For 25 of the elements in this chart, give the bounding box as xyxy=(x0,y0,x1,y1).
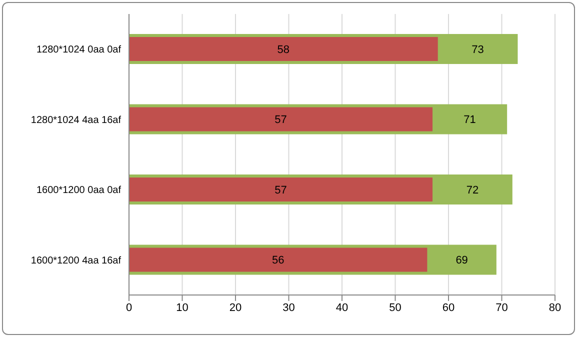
y-tick-label: 1280*1024 0aa 0af xyxy=(36,44,122,56)
y-tick-label: 1600*1200 0aa 0af xyxy=(36,185,122,196)
x-tick-label: 20 xyxy=(229,302,242,314)
data-label: 57 xyxy=(274,114,287,126)
bar xyxy=(129,107,433,132)
x-tick-label: 10 xyxy=(176,302,188,314)
data-label: 57 xyxy=(274,184,287,196)
x-tick-label: 70 xyxy=(496,302,508,314)
x-tick-label: 60 xyxy=(442,302,455,314)
data-label: 72 xyxy=(466,184,479,196)
x-tick-label: 30 xyxy=(282,302,295,314)
bar xyxy=(129,248,428,272)
x-tick-label: 50 xyxy=(389,302,402,314)
data-label: 71 xyxy=(464,114,476,126)
bar xyxy=(129,37,438,61)
x-tick-label: 40 xyxy=(336,302,348,314)
data-label: 58 xyxy=(277,44,290,56)
x-tick-label: 0 xyxy=(126,302,132,314)
bar xyxy=(129,178,433,202)
data-label: 73 xyxy=(472,44,484,56)
y-tick-label: 1280*1024 4aa 16af xyxy=(30,114,122,126)
y-tick-label: 1600*1200 4aa 16af xyxy=(30,255,122,266)
data-label: 69 xyxy=(456,254,468,267)
x-tick-label: 80 xyxy=(548,302,562,314)
data-label: 56 xyxy=(272,254,284,267)
